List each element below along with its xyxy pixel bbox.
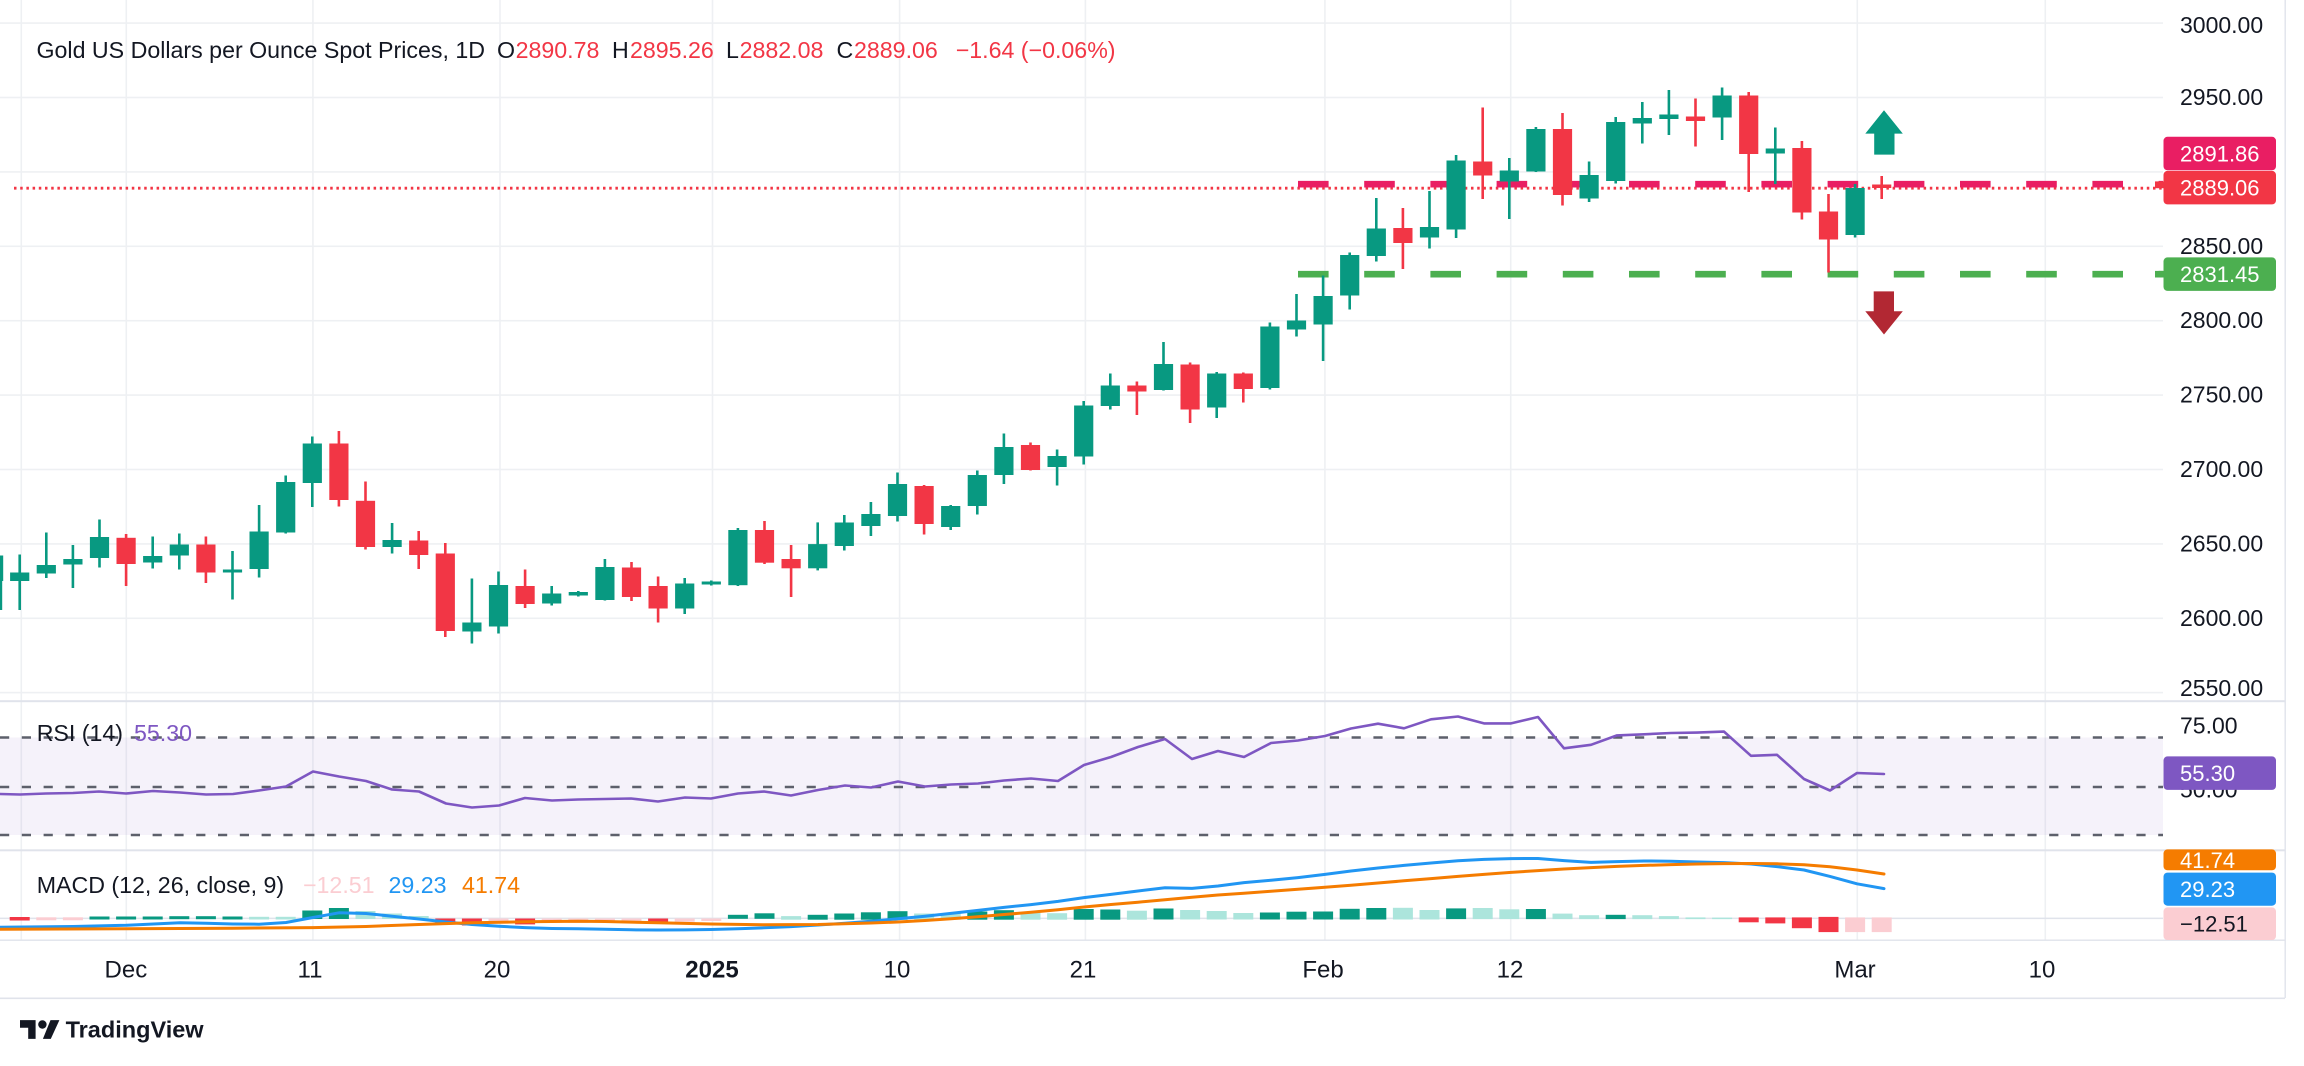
svg-text:MACD (12, 26, close, 9): MACD (12, 26, close, 9) bbox=[37, 872, 284, 898]
svg-text:41.74: 41.74 bbox=[2180, 848, 2235, 873]
svg-text:Feb: Feb bbox=[1302, 957, 1343, 984]
svg-text:2895.26: 2895.26 bbox=[630, 37, 714, 63]
svg-text:55.30: 55.30 bbox=[134, 720, 192, 746]
svg-text:H: H bbox=[612, 37, 629, 63]
svg-text:RSI (14): RSI (14) bbox=[37, 720, 123, 746]
svg-text:L: L bbox=[726, 37, 739, 63]
svg-text:2025: 2025 bbox=[685, 957, 738, 984]
svg-text:10: 10 bbox=[884, 957, 911, 984]
svg-text:TradingView: TradingView bbox=[66, 1017, 205, 1043]
svg-text:−12.51: −12.51 bbox=[303, 872, 375, 898]
svg-text:2950.00: 2950.00 bbox=[2180, 84, 2263, 110]
svg-text:Dec: Dec bbox=[105, 957, 148, 984]
svg-text:2850.00: 2850.00 bbox=[2180, 233, 2263, 259]
svg-text:2890.78: 2890.78 bbox=[516, 37, 600, 63]
svg-text:2600.00: 2600.00 bbox=[2180, 605, 2263, 631]
svg-text:2550.00: 2550.00 bbox=[2180, 675, 2263, 701]
svg-text:2650.00: 2650.00 bbox=[2180, 530, 2263, 556]
svg-text:12: 12 bbox=[1497, 957, 1524, 984]
svg-text:21: 21 bbox=[1070, 957, 1097, 984]
svg-text:29.23: 29.23 bbox=[389, 872, 447, 898]
svg-text:Gold US Dollars per Ounce Spot: Gold US Dollars per Ounce Spot Prices, 1… bbox=[37, 37, 485, 63]
svg-text:2891.86: 2891.86 bbox=[2180, 142, 2260, 167]
svg-text:2882.08: 2882.08 bbox=[740, 37, 824, 63]
svg-text:−1.64 (−0.06%): −1.64 (−0.06%) bbox=[956, 37, 1116, 63]
svg-text:2889.06: 2889.06 bbox=[2180, 176, 2260, 201]
svg-text:Mar: Mar bbox=[1834, 957, 1875, 984]
svg-text:2889.06: 2889.06 bbox=[854, 37, 938, 63]
svg-text:75.00: 75.00 bbox=[2180, 713, 2238, 739]
svg-text:29.23: 29.23 bbox=[2180, 877, 2235, 902]
svg-text:3000.00: 3000.00 bbox=[2180, 12, 2263, 38]
svg-text:11: 11 bbox=[298, 957, 323, 984]
svg-text:55.30: 55.30 bbox=[2180, 761, 2235, 786]
svg-text:−12.51: −12.51 bbox=[2180, 912, 2248, 937]
svg-text:C: C bbox=[837, 37, 854, 63]
svg-text:2700.00: 2700.00 bbox=[2180, 456, 2263, 482]
svg-text:2831.45: 2831.45 bbox=[2180, 262, 2260, 287]
svg-text:10: 10 bbox=[2029, 957, 2056, 984]
svg-text:2800.00: 2800.00 bbox=[2180, 307, 2263, 333]
svg-text:20: 20 bbox=[484, 957, 511, 984]
svg-text:O: O bbox=[497, 37, 515, 63]
svg-text:41.74: 41.74 bbox=[462, 872, 520, 898]
svg-text:2750.00: 2750.00 bbox=[2180, 382, 2263, 408]
